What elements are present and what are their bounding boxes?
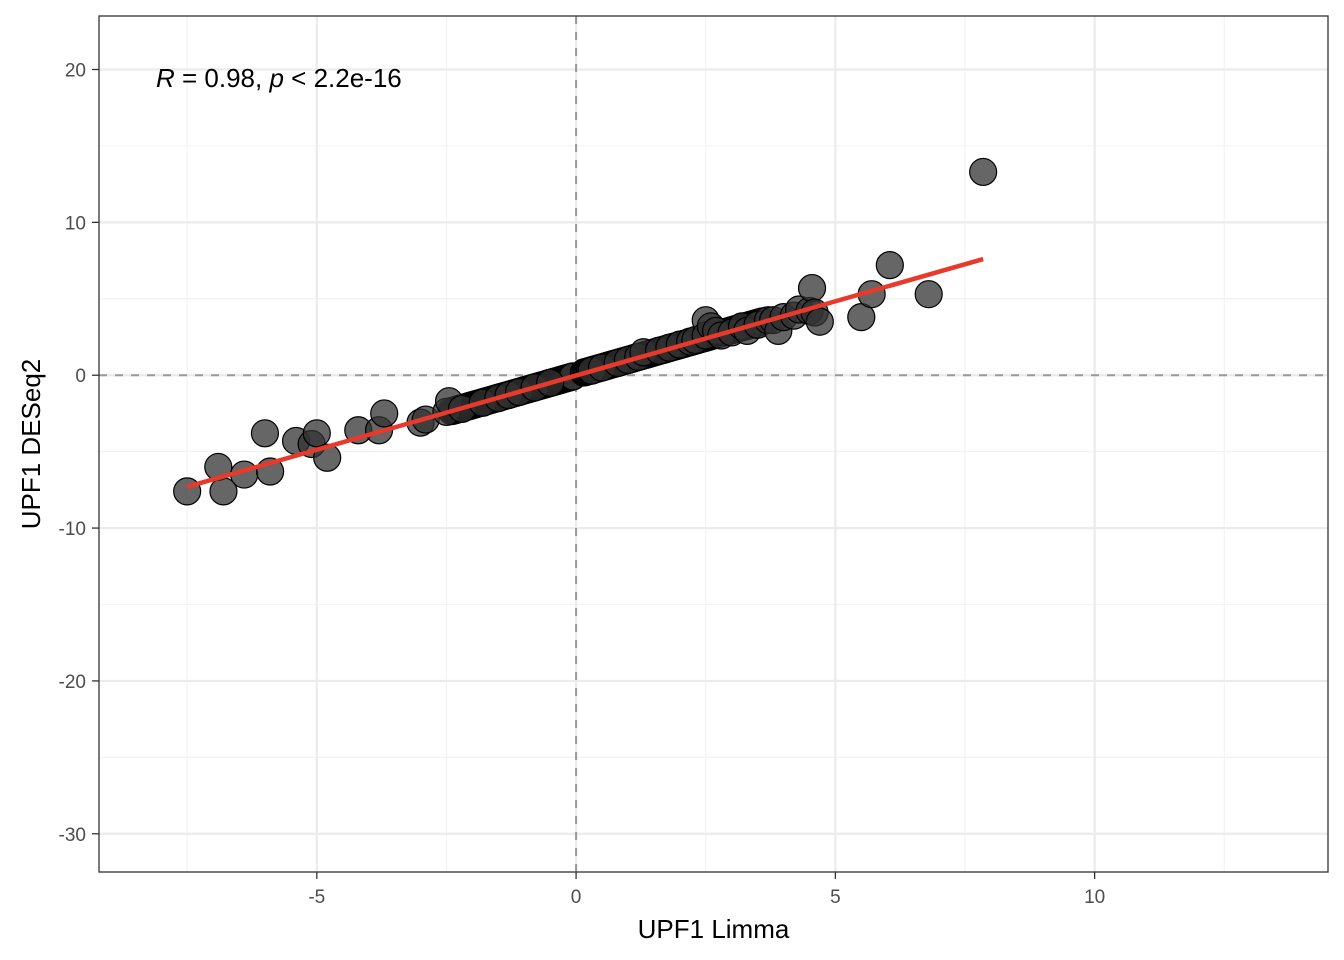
x-tick-label: -5 — [308, 887, 325, 908]
axis-ticks: -5 0 5 10 -30 -20 -10 0 10 20 — [59, 61, 1106, 909]
data-point — [250, 419, 280, 448]
x-tick-label: 0 — [571, 887, 582, 908]
correlation-annotation: R = 0.98, p < 2.2e-16 — [156, 63, 402, 93]
data-point — [875, 251, 904, 280]
x-axis-title: UPF1 Limma — [638, 914, 790, 944]
data-point — [805, 307, 834, 336]
y-tick-label: -10 — [59, 519, 86, 540]
annotation-r-symbol: R — [156, 63, 175, 93]
data-point — [302, 419, 331, 448]
annotation-p-value: < 2.2e-16 — [284, 63, 402, 93]
regression-line — [186, 256, 984, 489]
data-point — [914, 280, 943, 309]
data-point — [370, 399, 399, 428]
panel-border — [98, 15, 1329, 873]
y-tick-label: -20 — [59, 672, 86, 693]
reference-lines — [99, 16, 1328, 872]
y-tick-label: -30 — [59, 825, 86, 846]
y-tick-label: 0 — [75, 366, 86, 387]
y-axis-title: UPF1 DESeq2 — [16, 359, 46, 530]
y-tick-label: 20 — [65, 61, 86, 82]
x-tick-label: 5 — [830, 887, 841, 908]
y-tick-label: 10 — [65, 213, 86, 234]
x-tick-label: 10 — [1084, 887, 1105, 908]
annotation-p-symbol: p — [268, 63, 283, 93]
regression-line-group — [186, 256, 984, 489]
data-point — [969, 157, 998, 187]
data-point — [797, 273, 827, 303]
annotation-r-value: = 0.98, — [175, 63, 270, 93]
